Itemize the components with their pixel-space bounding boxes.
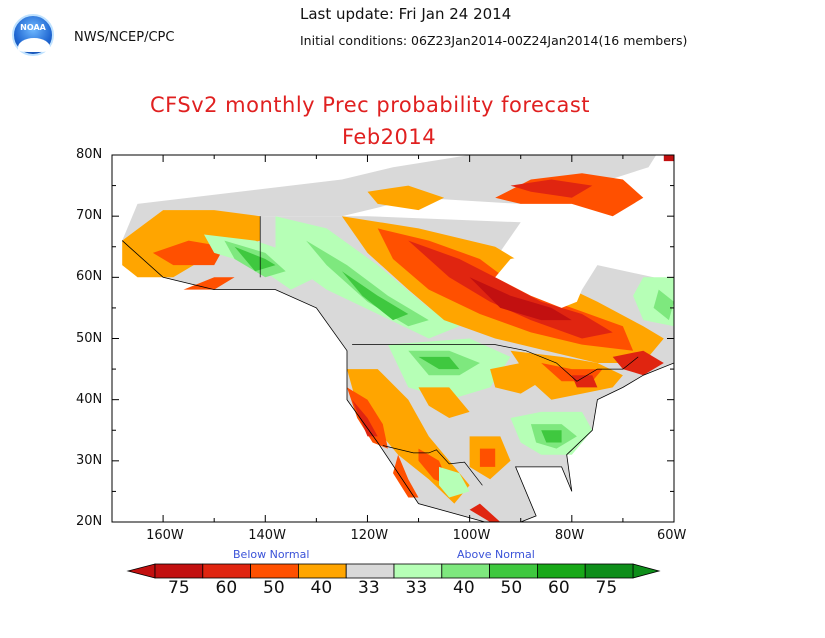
probability-region: [275, 216, 460, 339]
probability-region: [612, 350, 664, 376]
lon-label: 160W: [146, 528, 184, 543]
legend-swatch: [537, 563, 586, 579]
probability-region: [234, 246, 276, 272]
lat-label: 30N: [76, 452, 103, 468]
coastline: [121, 240, 674, 522]
legend-swatch: [584, 563, 634, 579]
legend-swatch: [345, 563, 395, 579]
probability-region: [393, 454, 419, 498]
lon-label: 100W: [452, 528, 491, 543]
noaa-logo-text: NOAA: [20, 23, 46, 32]
probability-region: [183, 277, 235, 290]
probability-region: [306, 240, 429, 327]
legend-below-normal: Below Normal: [233, 548, 310, 561]
lon-label: 60W: [657, 528, 687, 543]
lon-label: 140W: [248, 528, 286, 543]
noaa-bird-icon: [18, 38, 50, 52]
legend-number: 60: [548, 578, 570, 598]
probability-region: [469, 503, 501, 522]
lat-label: 70N: [76, 208, 103, 224]
probability-region: [541, 430, 562, 443]
legend-swatch: [202, 563, 252, 579]
probability-region: [418, 356, 460, 370]
legend-number: 50: [263, 578, 285, 598]
legend-number: 50: [500, 578, 523, 598]
lat-label: 60N: [76, 269, 103, 285]
legend-swatch: [489, 563, 538, 579]
legend-number: 33: [405, 578, 428, 598]
legend-swatch: [393, 563, 443, 579]
probability-region: [367, 185, 445, 211]
legend-swatch: [154, 563, 204, 579]
probability-region: [653, 289, 674, 321]
chart-subtitle: Feb2014: [342, 125, 437, 149]
probability-region: [571, 375, 598, 388]
agency-label: NWS/NCEP/CPC: [74, 30, 175, 45]
chart-title: CFSv2 monthly Prec probability forecast: [150, 93, 591, 117]
last-update: Last update: Fri Jan 24 2014: [300, 5, 512, 23]
probability-region: [479, 448, 496, 467]
legend-swatch: [297, 563, 347, 579]
lon-label: 120W: [350, 528, 389, 543]
lat-label: 40N: [76, 391, 103, 407]
probability-field: [121, 155, 674, 522]
probability-region: [352, 399, 378, 437]
legend-swatch: [250, 563, 299, 579]
legend-arrow-left: [126, 563, 156, 579]
legend-swatch: [441, 563, 490, 579]
lat-label: 80N: [76, 147, 103, 162]
probability-region: [439, 466, 470, 498]
axis-ticks: [111, 154, 675, 523]
lon-label: 80W: [554, 528, 585, 543]
legend-arrow-right: [632, 563, 661, 579]
legend-number: 75: [168, 578, 190, 598]
legend-colorbar: [126, 563, 661, 579]
probability-region: [341, 271, 409, 321]
legend-number: 33: [358, 578, 380, 598]
legend-number: 75: [595, 578, 618, 598]
probability-region: [152, 240, 225, 266]
legend-number: 60: [215, 578, 238, 598]
probability-region: [469, 277, 572, 321]
probability-region: [510, 179, 593, 198]
legend-number: 40: [453, 578, 475, 598]
probability-region: [663, 155, 674, 162]
probability-region: [418, 387, 470, 418]
noaa-logo: NOAA: [12, 14, 54, 56]
us-mexico-border: [382, 445, 483, 486]
probability-region: [495, 252, 588, 308]
initial-conditions: Initial conditions: 06Z23Jan2014-00Z24Ja…: [300, 33, 688, 48]
legend-number: 40: [310, 578, 333, 598]
lat-label: 50N: [76, 330, 103, 346]
lat-label: 20N: [76, 514, 103, 529]
us-canada-border: [352, 344, 639, 382]
legend-above-normal: Above Normal: [457, 548, 535, 561]
